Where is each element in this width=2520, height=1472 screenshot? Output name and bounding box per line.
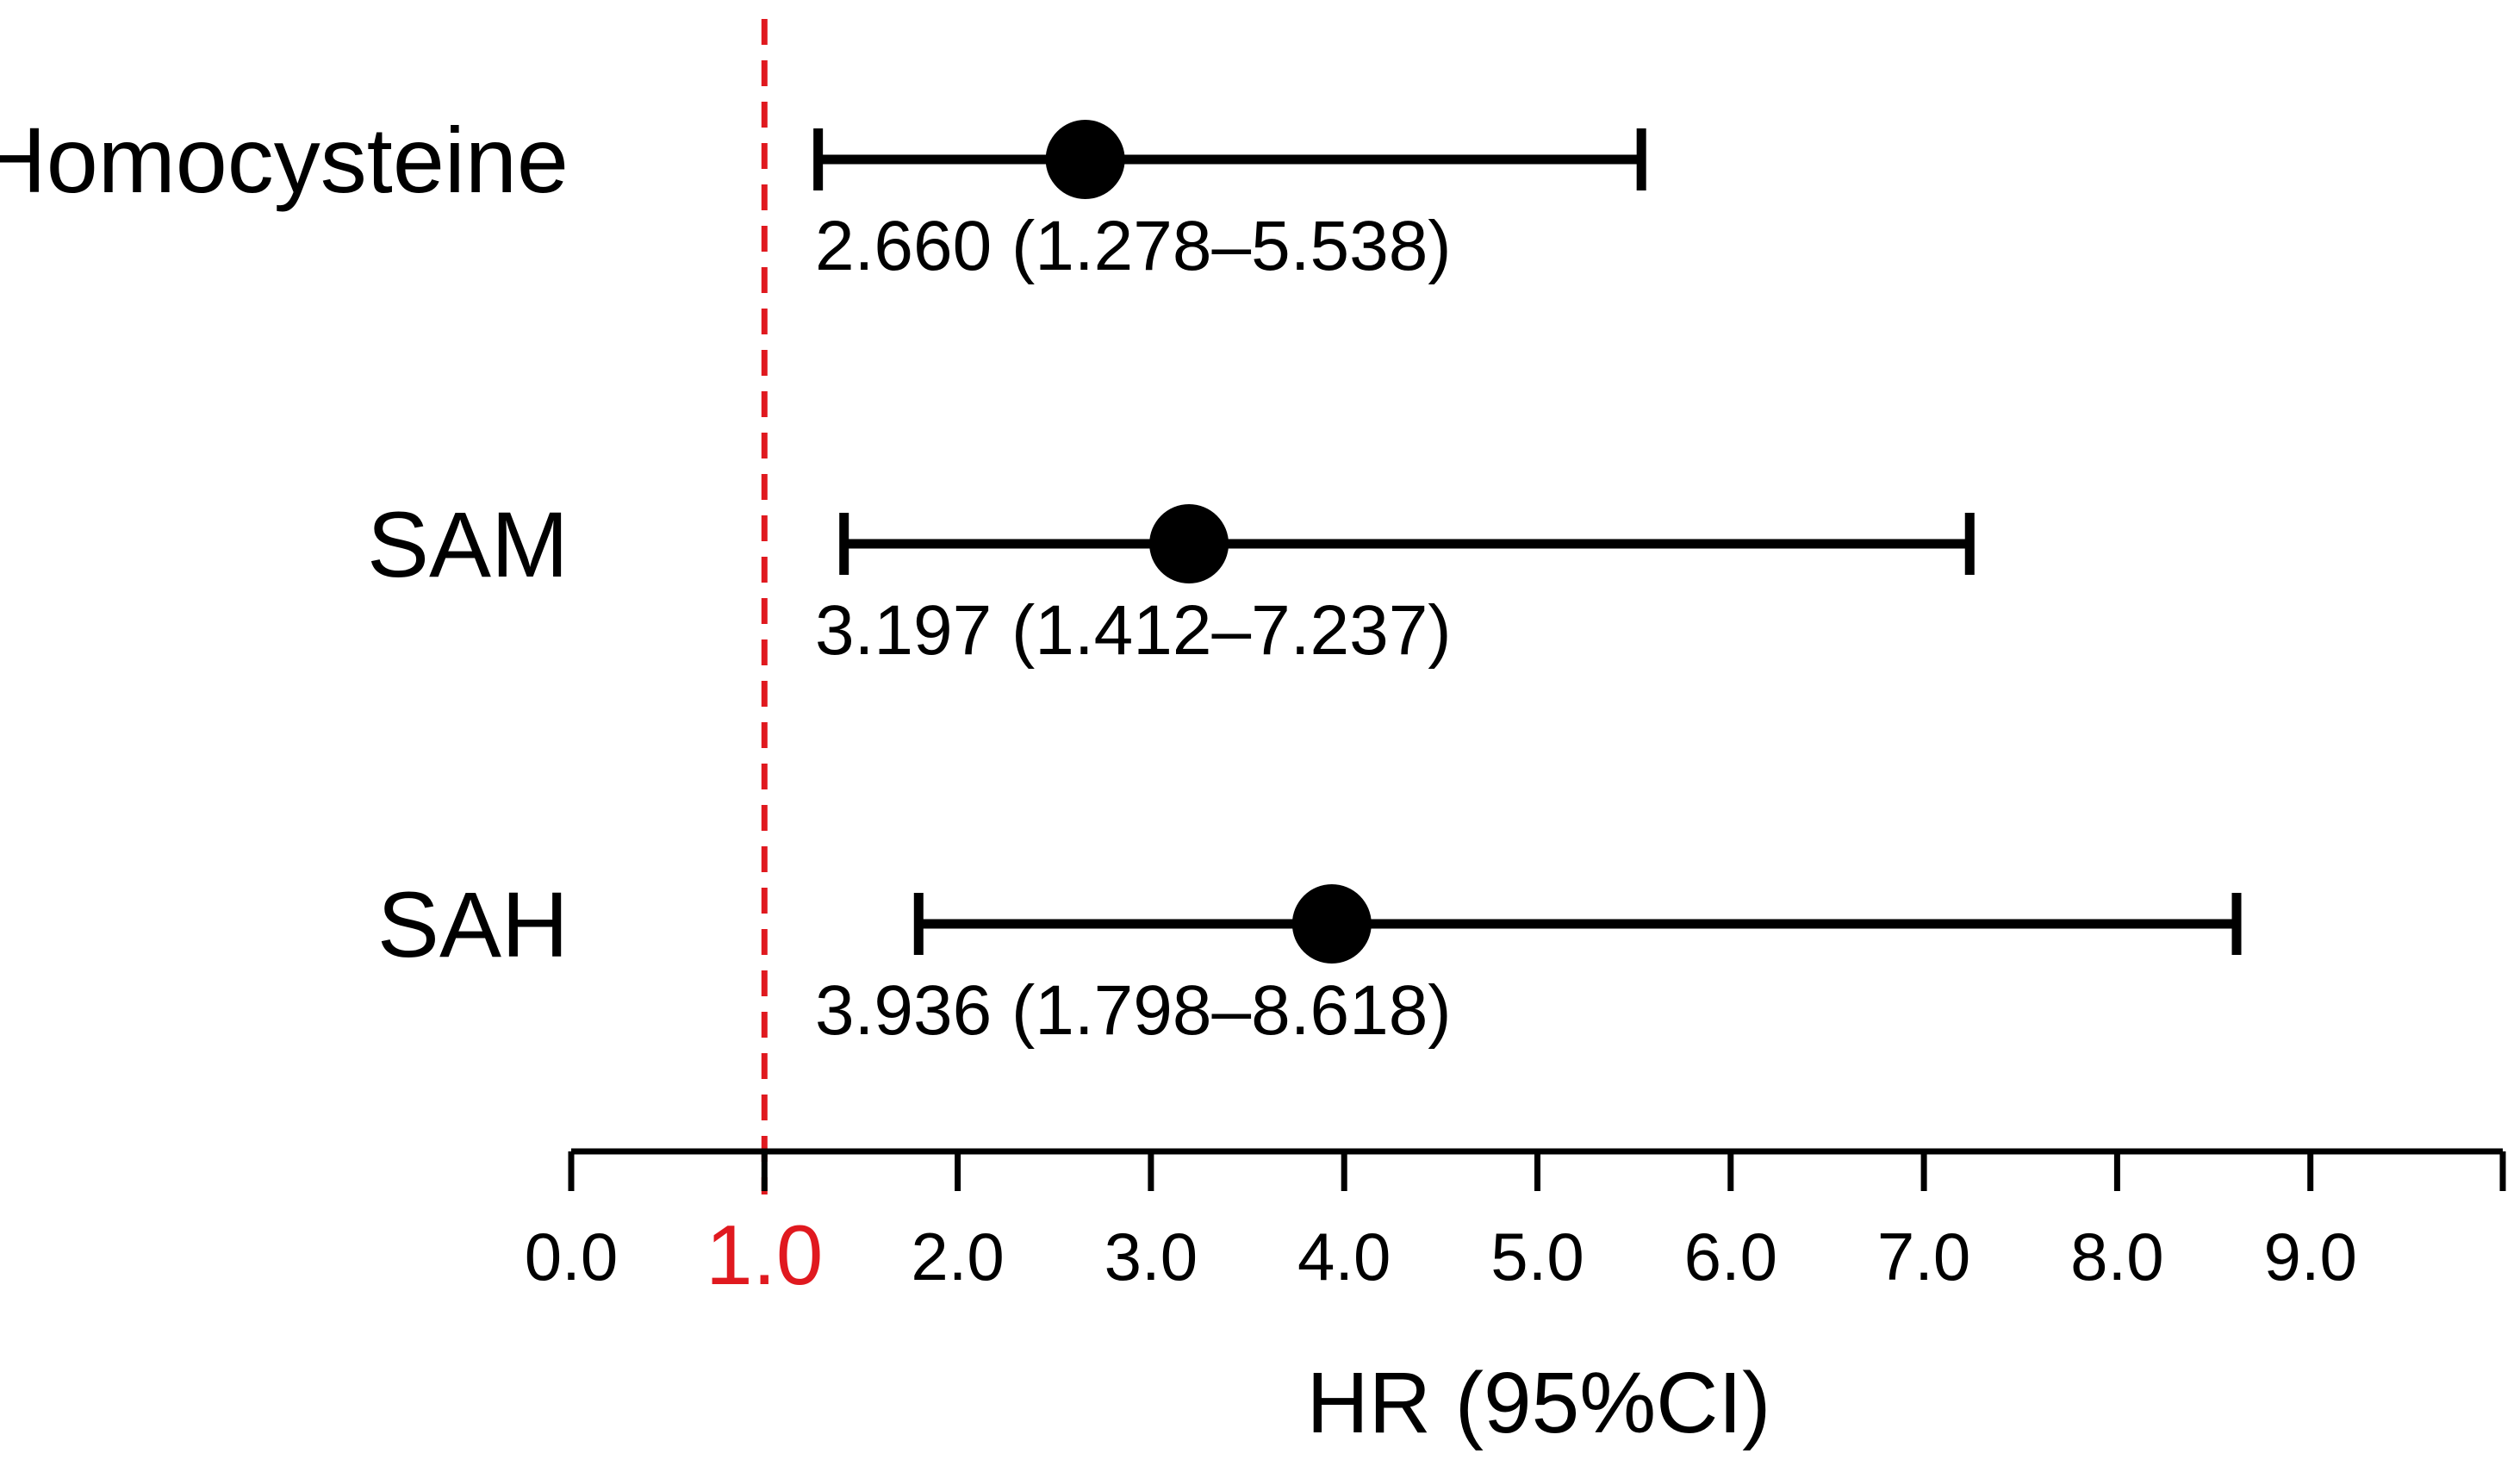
x-tick-label: 7.0 <box>1877 1219 1970 1294</box>
x-axis-title: HR (95%CI) <box>1307 1355 1771 1451</box>
rows-layer: Homocysteine 2.660 (1.278–5.538) SAM 3.197 … <box>0 108 2242 1050</box>
forest-row: Homocysteine 2.660 (1.278–5.538) <box>0 108 1646 285</box>
x-axis: 0.0 1.0 2.0 3.0 4.0 5.0 6.0 7.0 8.0 9.0 <box>525 1148 2506 1302</box>
hr-ci-label: 3.936 (1.798–8.618) <box>815 971 1452 1050</box>
hr-point <box>1149 504 1229 583</box>
hr-ci-label: 2.660 (1.278–5.538) <box>815 207 1452 285</box>
x-tick-label: 4.0 <box>1297 1219 1391 1294</box>
x-tick-label: 9.0 <box>2263 1219 2356 1294</box>
x-tick-label: 0.0 <box>525 1219 618 1294</box>
forest-row: SAM 3.197 (1.412–7.237) <box>367 492 1975 670</box>
x-tick-label: 6.0 <box>1684 1219 1777 1294</box>
x-tick-label: 2.0 <box>911 1219 1004 1294</box>
hr-ci-label: 3.197 (1.412–7.237) <box>815 591 1452 670</box>
forest-row: SAH 3.936 (1.798–8.618) <box>377 872 2242 1050</box>
x-tick-label: 5.0 <box>1490 1219 1584 1294</box>
x-tick-label: 3.0 <box>1104 1219 1198 1294</box>
hr-point <box>1045 120 1125 199</box>
x-tick-label: 8.0 <box>2070 1219 2163 1294</box>
hr-point <box>1291 884 1372 964</box>
row-label: SAM <box>367 492 569 596</box>
x-tick-label: 1.0 <box>706 1207 823 1302</box>
row-label: Homocysteine <box>0 108 569 212</box>
row-label: SAH <box>377 872 569 976</box>
